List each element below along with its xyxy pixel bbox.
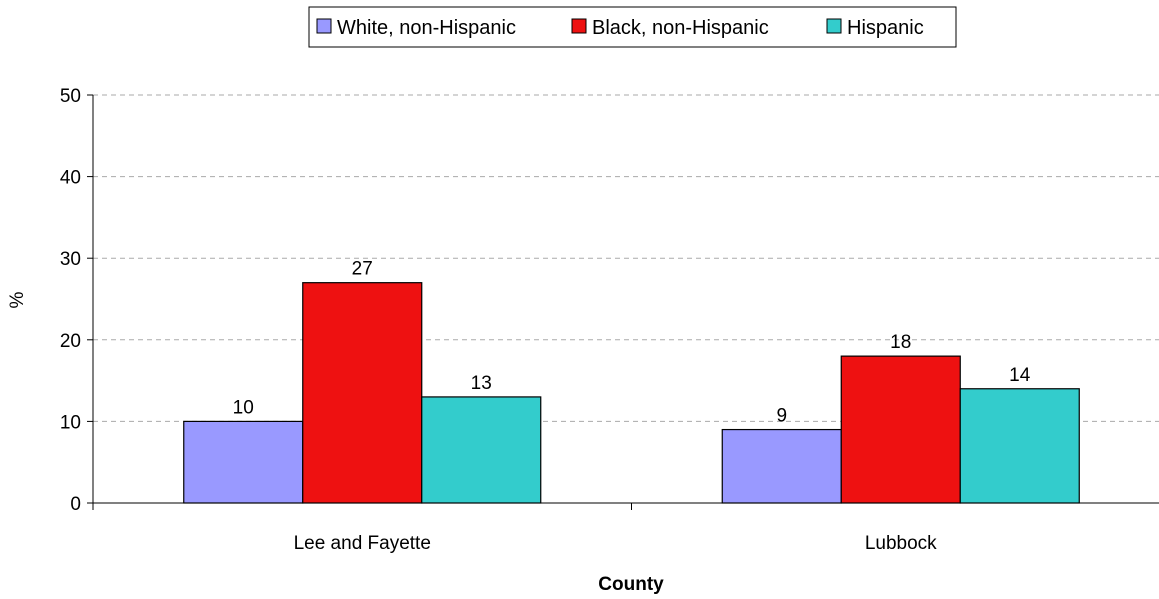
y-tick-label: 0 [70,494,81,515]
legend-label: Hispanic [847,17,924,39]
x-axis-title: County [598,574,664,595]
gridlines [93,94,1159,422]
bar [302,282,423,504]
legend-label: Black, non-Hispanic [592,17,769,39]
data-label: 10 [233,397,254,418]
legend-swatch [826,18,842,34]
bar [840,355,961,504]
legend-box [308,6,957,48]
bar [721,428,842,504]
bar [959,388,1080,504]
data-label: 27 [352,259,373,280]
y-tick-label: 40 [60,168,81,189]
data-label: 18 [890,332,911,353]
y-tick-label: 10 [60,412,81,433]
bars [183,282,1080,504]
data-labels: 10 27 13 9 18 14 [233,259,1031,427]
legend-swatch [571,18,587,34]
y-axis-title: % [7,291,28,308]
axes: 0 10 20 30 40 50 Lee and Fayette Lubbock [60,86,1159,554]
data-label: 13 [471,373,492,394]
y-tick-label: 50 [60,86,81,107]
x-tick-label: Lubbock [865,533,937,554]
data-label: 9 [776,406,787,427]
legend-label: White, non-Hispanic [337,17,516,39]
bar [421,396,542,504]
y-tick-label: 30 [60,249,81,270]
legend: White, non-Hispanic Black, non-Hispanic Hi… [308,6,957,48]
legend-swatch [316,18,332,34]
data-label: 14 [1009,365,1031,386]
x-tick-label: Lee and Fayette [294,533,431,554]
bar [183,420,304,504]
y-tick-label: 20 [60,331,81,352]
